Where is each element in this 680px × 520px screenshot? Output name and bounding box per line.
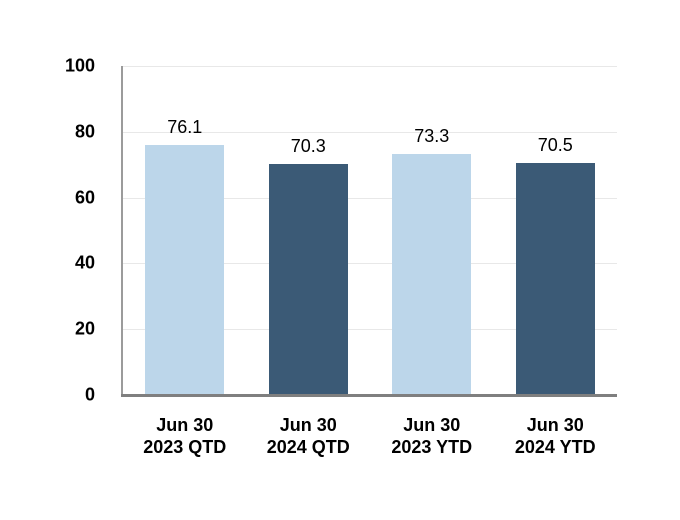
bar-2 (268, 163, 348, 395)
x-tick-label-line: 2024 YTD (514, 437, 596, 457)
x-tick-label-line: Jun 30 (526, 415, 584, 435)
x-tick-label-line: 2024 QTD (266, 437, 350, 457)
bar-value-label: 70.3 (290, 135, 326, 156)
y-tick-label: 20 (74, 318, 95, 339)
x-axis-line (121, 394, 617, 397)
x-tick-label-line: Jun 30 (403, 415, 461, 435)
gridline-60 (123, 197, 617, 199)
x-tick-label: Jun 30 2023 QTD (143, 414, 226, 458)
plot-area (121, 66, 617, 397)
x-tick-label: Jun 30 2024 QTD (267, 414, 350, 458)
bar-value-label: 76.1 (167, 116, 203, 137)
y-tick-label: 0 (84, 384, 95, 405)
y-axis-line (121, 66, 123, 395)
bar-1 (145, 144, 225, 395)
gridline-40 (123, 263, 617, 265)
gridline-20 (123, 329, 617, 331)
x-tick-label-line: Jun 30 (156, 415, 214, 435)
x-tick-label: Jun 30 2023 YTD (391, 414, 472, 458)
gridline-80 (123, 131, 617, 133)
gridline-100 (123, 66, 617, 67)
bar-4 (515, 163, 595, 395)
x-tick-label: Jun 30 2024 YTD (515, 414, 596, 458)
bar-value-label: 70.5 (537, 135, 573, 156)
bar-value-label: 73.3 (414, 125, 450, 146)
bar-3 (392, 153, 472, 395)
y-tick-label: 40 (74, 252, 95, 273)
y-tick-label: 100 (64, 55, 95, 76)
y-tick-label: 80 (74, 121, 95, 142)
x-tick-label-line: 2023 YTD (391, 437, 473, 457)
x-tick-label-line: 2023 QTD (143, 437, 227, 457)
x-tick-label-line: Jun 30 (279, 415, 337, 435)
y-tick-label: 60 (74, 187, 95, 208)
